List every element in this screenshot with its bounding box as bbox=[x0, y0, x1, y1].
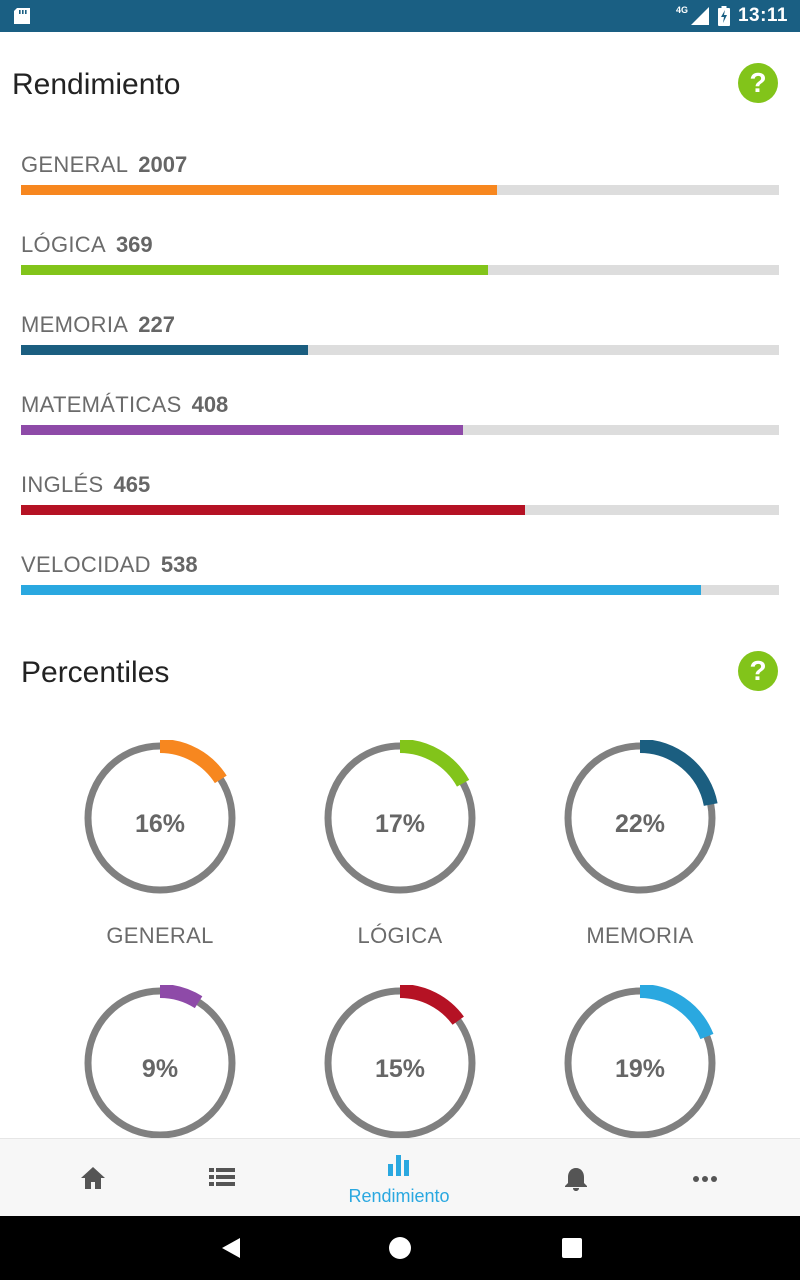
bar-row-ingles: INGLÉS 465 bbox=[21, 472, 779, 532]
bar-value: 369 bbox=[115, 232, 153, 257]
recents-icon[interactable] bbox=[560, 1236, 584, 1260]
back-icon[interactable] bbox=[219, 1236, 243, 1260]
percentile-ring bbox=[84, 985, 236, 1139]
home-icon bbox=[81, 1167, 105, 1189]
percentile-arc bbox=[399, 985, 464, 1026]
percentile-value: 9% bbox=[141, 1055, 179, 1083]
percentile-value: 17% bbox=[374, 810, 426, 838]
bar-label: VELOCIDAD bbox=[21, 552, 151, 577]
percentile-ring bbox=[84, 740, 236, 894]
svg-text:?: ? bbox=[749, 67, 766, 98]
progress-track bbox=[21, 265, 779, 275]
status-bar: 4G 13:11 bbox=[0, 0, 800, 32]
bar-row-matematicas: MATEMÁTICAS 408 bbox=[21, 392, 779, 452]
percentile-memoria: 22% MEMORIA bbox=[540, 740, 740, 970]
bell-icon bbox=[565, 1168, 587, 1191]
bar-value: 2007 bbox=[138, 152, 188, 177]
percentile-ingles: 15% bbox=[300, 985, 500, 1215]
rendimiento-title: Rendimiento bbox=[12, 68, 181, 101]
percentile-label: LÓGICA bbox=[357, 923, 443, 948]
percentiles-title: Percentiles bbox=[21, 656, 170, 689]
home-circle-icon[interactable] bbox=[388, 1236, 412, 1260]
nav-more[interactable] bbox=[645, 1139, 765, 1217]
bar-label: MATEMÁTICAS bbox=[21, 392, 182, 417]
progress-fill bbox=[21, 585, 701, 595]
more-icon bbox=[693, 1176, 717, 1182]
percentile-value: 16% bbox=[134, 810, 186, 838]
bar-row-logica: LÓGICA 369 bbox=[21, 232, 779, 292]
bottom-navigation: Rendimiento bbox=[0, 1138, 800, 1217]
percentile-label: GENERAL bbox=[106, 923, 214, 948]
bar-row-memoria: MEMORIA 227 bbox=[21, 312, 779, 372]
progress-track bbox=[21, 425, 779, 435]
list-icon bbox=[209, 1168, 235, 1186]
bar-value: 538 bbox=[160, 552, 198, 577]
percentile-ring bbox=[324, 985, 476, 1139]
bar-label: GENERAL bbox=[21, 152, 129, 177]
percentile-general: 16% GENERAL bbox=[60, 740, 260, 970]
percentile-ring bbox=[324, 740, 476, 894]
progress-track bbox=[21, 505, 779, 515]
system-navigation-bar bbox=[0, 1216, 800, 1280]
help-icon[interactable]: ? bbox=[738, 63, 778, 103]
percentile-ring bbox=[564, 985, 716, 1139]
percentile-value: 19% bbox=[614, 1055, 666, 1083]
bar-value: 227 bbox=[138, 312, 175, 337]
nav-rendimiento[interactable]: Rendimiento bbox=[339, 1139, 459, 1217]
progress-track bbox=[21, 185, 779, 195]
percentile-label: MEMORIA bbox=[586, 923, 694, 948]
percentile-matematicas: 9% bbox=[60, 985, 260, 1215]
percentile-arc bbox=[399, 740, 470, 787]
bar-label: LÓGICA bbox=[21, 232, 106, 257]
bar-value: 408 bbox=[191, 392, 229, 417]
status-time: 13:11 bbox=[737, 5, 788, 26]
progress-fill bbox=[21, 505, 526, 515]
sd-card-icon bbox=[14, 8, 30, 24]
nav-list[interactable] bbox=[162, 1139, 282, 1217]
bar-row-velocidad: VELOCIDAD 538 bbox=[21, 552, 779, 612]
nav-home[interactable] bbox=[33, 1139, 153, 1217]
progress-fill bbox=[21, 425, 463, 435]
percentile-value: 22% bbox=[614, 810, 666, 838]
percentile-arc bbox=[639, 740, 718, 807]
network-type: 4G bbox=[675, 5, 688, 15]
progress-track bbox=[21, 585, 779, 595]
percentile-value: 15% bbox=[374, 1055, 426, 1083]
battery-charging-icon bbox=[717, 6, 730, 26]
svg-text:?: ? bbox=[749, 655, 766, 686]
percentile-arc bbox=[159, 985, 203, 1009]
progress-fill bbox=[21, 345, 308, 355]
progress-fill bbox=[21, 185, 498, 195]
progress-track bbox=[21, 345, 779, 355]
bar-label: MEMORIA bbox=[21, 312, 129, 337]
nav-rendimiento-label: Rendimiento bbox=[348, 1186, 450, 1206]
percentile-arc bbox=[159, 740, 227, 784]
percentile-ring bbox=[564, 740, 718, 894]
nav-notifications[interactable] bbox=[516, 1139, 636, 1217]
bar-row-general: GENERAL 2007 bbox=[21, 152, 779, 212]
bar-value: 465 bbox=[113, 472, 151, 497]
progress-fill bbox=[21, 265, 488, 275]
percentile-logica: 17% LÓGICA bbox=[300, 740, 500, 970]
bar-chart-icon bbox=[388, 1155, 409, 1176]
percentile-arc bbox=[639, 985, 714, 1040]
signal-icon bbox=[690, 7, 709, 25]
percentile-velocidad: 19% bbox=[540, 985, 740, 1215]
bar-label: INGLÉS bbox=[21, 472, 104, 497]
help-icon[interactable]: ? bbox=[738, 651, 778, 691]
